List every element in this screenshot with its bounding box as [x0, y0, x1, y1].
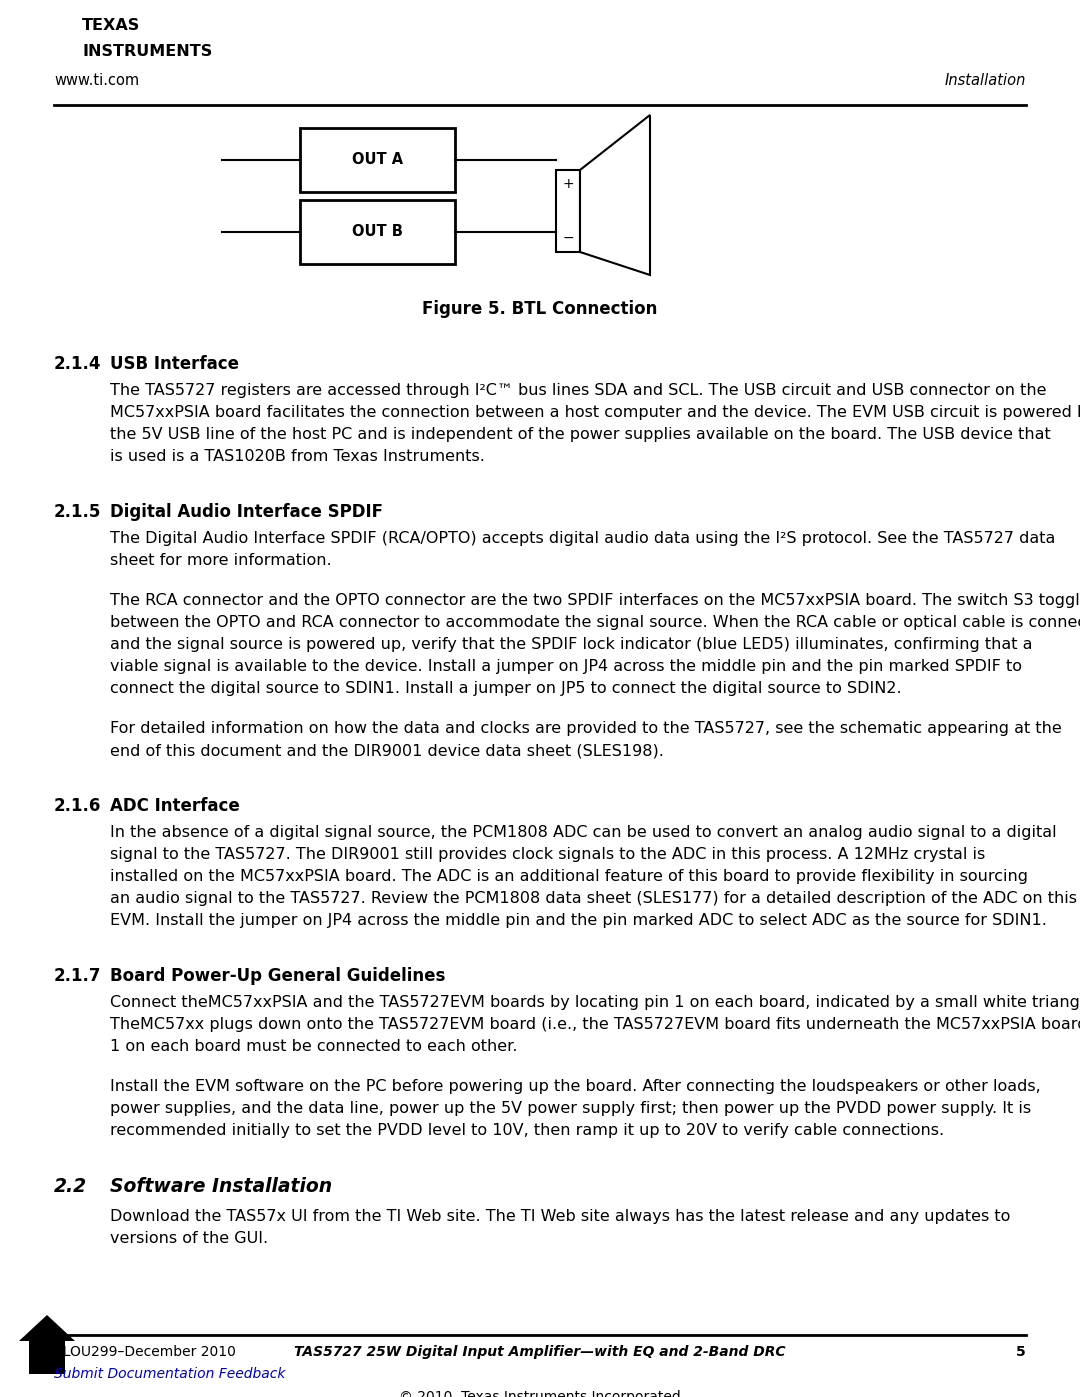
- Text: Figure 5. BTL Connection: Figure 5. BTL Connection: [422, 300, 658, 319]
- Text: Software Installation: Software Installation: [110, 1178, 333, 1196]
- Text: signal to the TAS5727. The DIR9001 still provides clock signals to the ADC in th: signal to the TAS5727. The DIR9001 still…: [110, 847, 985, 862]
- Bar: [556, 170, 580, 251]
- Text: TAS5727 25W Digital Input Amplifier—with EQ and 2-Band DRC: TAS5727 25W Digital Input Amplifier—with…: [294, 1345, 786, 1359]
- Text: 5: 5: [1016, 1345, 1026, 1359]
- Text: 2.1.7: 2.1.7: [54, 967, 102, 985]
- Text: For detailed information on how the data and clocks are provided to the TAS5727,: For detailed information on how the data…: [110, 721, 1062, 736]
- Text: Digital Audio Interface SPDIF: Digital Audio Interface SPDIF: [110, 503, 383, 521]
- Text: 2.1.6: 2.1.6: [54, 798, 102, 814]
- Text: OUT A: OUT A: [352, 152, 403, 168]
- Text: Install the EVM software on the PC before powering up the board. After connectin: Install the EVM software on the PC befor…: [110, 1078, 1041, 1094]
- Text: versions of the GUI.: versions of the GUI.: [110, 1231, 268, 1246]
- Text: Installation: Installation: [945, 73, 1026, 88]
- Text: is used is a TAS1020B from Texas Instruments.: is used is a TAS1020B from Texas Instrum…: [110, 448, 485, 464]
- Text: power supplies, and the data line, power up the 5V power supply first; then powe: power supplies, and the data line, power…: [110, 1101, 1031, 1116]
- Text: Submit Documentation Feedback: Submit Documentation Feedback: [54, 1368, 285, 1382]
- Text: between the OPTO and RCA connector to accommodate the signal source. When the RC: between the OPTO and RCA connector to ac…: [110, 615, 1080, 630]
- Text: recommended initially to set the PVDD level to 10V, then ramp it up to 20V to ve: recommended initially to set the PVDD le…: [110, 1123, 944, 1139]
- Text: TheMC57xx plugs down onto the TAS5727EVM board (i.e., the TAS5727EVM board fits : TheMC57xx plugs down onto the TAS5727EVM…: [110, 1017, 1080, 1032]
- Bar: [300, 129, 455, 191]
- Text: TEXAS: TEXAS: [82, 18, 140, 34]
- Text: In the absence of a digital signal source, the PCM1808 ADC can be used to conver: In the absence of a digital signal sourc…: [110, 826, 1056, 840]
- Text: The RCA connector and the OPTO connector are the two SPDIF interfaces on the MC5: The RCA connector and the OPTO connector…: [110, 592, 1080, 608]
- Text: viable signal is available to the device. Install a jumper on JP4 across the mid: viable signal is available to the device…: [110, 659, 1022, 673]
- Polygon shape: [19, 1315, 75, 1375]
- Text: EVM. Install the jumper on JP4 across the middle pin and the pin marked ADC to s: EVM. Install the jumper on JP4 across th…: [110, 914, 1047, 928]
- Text: INSTRUMENTS: INSTRUMENTS: [82, 43, 213, 59]
- Text: 2.2: 2.2: [54, 1178, 87, 1196]
- Text: Connect theMC57xxPSIA and the TAS5727EVM boards by locating pin 1 on each board,: Connect theMC57xxPSIA and the TAS5727EVM…: [110, 995, 1080, 1010]
- Text: +: +: [563, 177, 573, 191]
- Text: USB Interface: USB Interface: [110, 355, 239, 373]
- Text: MC57xxPSIA board facilitates the connection between a host computer and the devi: MC57xxPSIA board facilitates the connect…: [110, 405, 1080, 420]
- Text: 2.1.5: 2.1.5: [54, 503, 102, 521]
- Text: sheet for more information.: sheet for more information.: [110, 553, 332, 569]
- Text: connect the digital source to SDIN1. Install a jumper on JP5 to connect the digi: connect the digital source to SDIN1. Ins…: [110, 680, 902, 696]
- Text: Board Power-Up General Guidelines: Board Power-Up General Guidelines: [110, 967, 445, 985]
- Bar: [300, 200, 455, 264]
- Text: ADC Interface: ADC Interface: [110, 798, 240, 814]
- Text: installed on the MC57xxPSIA board. The ADC is an additional feature of this boar: installed on the MC57xxPSIA board. The A…: [110, 869, 1028, 884]
- Text: 1 on each board must be connected to each other.: 1 on each board must be connected to eac…: [110, 1039, 517, 1053]
- Text: SLOU299–December 2010: SLOU299–December 2010: [54, 1345, 235, 1359]
- Text: 2.1.4: 2.1.4: [54, 355, 102, 373]
- Text: www.ti.com: www.ti.com: [54, 73, 139, 88]
- Text: an audio signal to the TAS5727. Review the PCM1808 data sheet (SLES177) for a de: an audio signal to the TAS5727. Review t…: [110, 891, 1077, 907]
- Text: end of this document and the DIR9001 device data sheet (SLES198).: end of this document and the DIR9001 dev…: [110, 743, 664, 759]
- Text: © 2010, Texas Instruments Incorporated: © 2010, Texas Instruments Incorporated: [400, 1390, 680, 1397]
- Text: The Digital Audio Interface SPDIF (RCA/OPTO) accepts digital audio data using th: The Digital Audio Interface SPDIF (RCA/O…: [110, 531, 1055, 546]
- Text: and the signal source is powered up, verify that the SPDIF lock indicator (blue : and the signal source is powered up, ver…: [110, 637, 1032, 652]
- Text: Download the TAS57x UI from the TI Web site. The TI Web site always has the late: Download the TAS57x UI from the TI Web s…: [110, 1208, 1011, 1224]
- Polygon shape: [580, 115, 650, 275]
- Text: OUT B: OUT B: [352, 225, 403, 239]
- Text: The TAS5727 registers are accessed through I²C™ bus lines SDA and SCL. The USB c: The TAS5727 registers are accessed throu…: [110, 383, 1047, 398]
- Text: −: −: [563, 231, 573, 244]
- Text: the 5V USB line of the host PC and is independent of the power supplies availabl: the 5V USB line of the host PC and is in…: [110, 427, 1051, 441]
